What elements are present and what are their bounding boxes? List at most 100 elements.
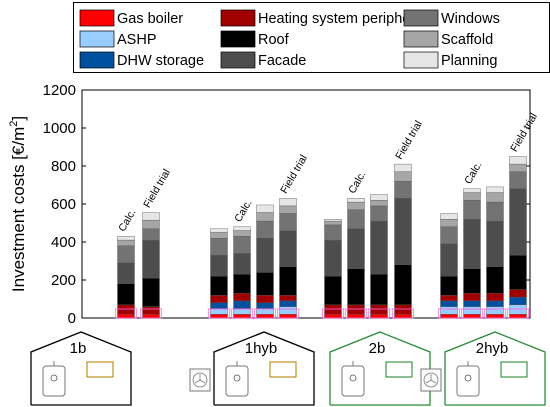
bar-segment-windows (347, 209, 365, 229)
bar-annotation: Field trial (393, 119, 425, 162)
legend-label-planning: Planning (441, 53, 497, 69)
bar-segment-ashp (440, 306, 458, 315)
house-2b: 2b (329, 331, 431, 406)
bar-segment-windows (394, 180, 412, 199)
boiler-flame-icon (233, 374, 241, 382)
boiler-flame-icon (50, 374, 58, 382)
bar-base-highlight (437, 308, 461, 319)
bar-segment-windows (370, 205, 388, 222)
ashp-blades-icon (194, 374, 206, 384)
bar-segment-dhw (279, 300, 297, 307)
house-outline (444, 331, 546, 406)
bar-segment-heating (486, 293, 504, 302)
legend-label-scaffold: Scaffold (441, 32, 493, 48)
bars (114, 156, 530, 319)
legend-label-heating: Heating system periphery (258, 11, 423, 27)
bar-segment-scaffold (256, 212, 274, 222)
house-outline (30, 331, 132, 406)
bar-segment-planning (256, 204, 274, 213)
bar-segment-planning (463, 188, 481, 193)
bar-segment-windows (210, 237, 228, 256)
bar-segment-scaffold (210, 232, 228, 239)
bar-base-highlight (230, 308, 254, 319)
bar-segment-dhw (509, 296, 527, 305)
bar-segment-scaffold (509, 163, 527, 172)
bar-segment-heating (463, 293, 481, 302)
group-label: 1b (70, 340, 87, 357)
window-icon (385, 361, 413, 378)
bar-segment-roof (210, 276, 228, 296)
house-2hyb: 2hyb (420, 331, 546, 406)
bar-segment-heating (142, 306, 160, 315)
bar-base-highlight (460, 308, 484, 319)
ashp-fan-icon (423, 372, 439, 388)
bar-segment-facade (463, 218, 481, 269)
bar-segment-roof (440, 276, 458, 296)
legend-label-windows: Windows (441, 11, 500, 27)
bar-segment-scaffold (394, 171, 412, 182)
legend-swatch-facade (220, 51, 256, 69)
boiler-flame-icon (464, 374, 472, 382)
bar-segment-facade (347, 228, 365, 269)
legend-swatch-heating (220, 9, 256, 27)
legend-label-dhw: DHW storage (117, 53, 204, 69)
bar-segment-facade (233, 253, 251, 275)
bar-segment-scaffold (324, 220, 342, 226)
legend-swatch-windows (403, 9, 439, 27)
house-1hyb: 1hyb (189, 331, 315, 406)
house-outline (329, 331, 431, 406)
bar-segment-scaffold (370, 199, 388, 207)
bar-segment-dhw (486, 300, 504, 307)
bar-segment-heating (233, 293, 251, 302)
bar-segment-windows (324, 224, 342, 241)
window-icon (269, 361, 297, 378)
bar-segment-scaffold (117, 239, 135, 247)
bar-segment-planning (210, 228, 228, 233)
group-label: 2hyb (476, 340, 509, 357)
bar-segment-windows (256, 220, 274, 239)
legend-label-facade: Facade (258, 53, 306, 69)
bar-segment-roof (279, 266, 297, 296)
bar-segment-facade (256, 237, 274, 273)
bar-annotation: Calc. (346, 169, 368, 196)
bar-segment-scaffold (279, 205, 297, 214)
bar-base-highlight (321, 308, 345, 319)
y-axis-label: Investment costs [€/m2] (8, 116, 28, 292)
bar-segment-roof (233, 274, 251, 294)
bar-segment-facade (324, 239, 342, 277)
bar-base-highlight (253, 308, 277, 319)
bar-segment-scaffold (233, 230, 251, 237)
bar-segment-scaffold (142, 219, 160, 229)
bar-base-highlight (483, 308, 507, 319)
bar-segment-ashp (486, 306, 504, 315)
bar-base-highlight (207, 308, 231, 319)
legend-swatch-planning (403, 51, 439, 69)
bar-segment-roof (117, 283, 135, 305)
bar-annotation: Calc. (116, 207, 138, 234)
bar-base-highlight (391, 308, 415, 319)
y-tick-label: 400 (51, 234, 76, 251)
bar-base-highlight (344, 308, 368, 319)
bar-segment-facade (394, 198, 412, 266)
bar-segment-planning (347, 198, 365, 203)
bar-segment-roof (142, 277, 160, 307)
bar-segment-facade (117, 262, 135, 284)
window-icon (86, 361, 114, 378)
bar-annotation: Field trial (141, 167, 173, 210)
bar-segment-dhw (463, 300, 481, 307)
bar-segment-facade (210, 255, 228, 277)
bar-base-highlight (367, 308, 391, 319)
legend-swatch-gas (79, 9, 115, 27)
legend-swatch-ashp (79, 30, 115, 48)
bar-segment-facade (142, 239, 160, 279)
bar-segment-roof (256, 272, 274, 296)
bar-segment-windows (233, 236, 251, 254)
bar-segment-dhw (233, 300, 251, 309)
bar-segment-dhw (210, 302, 228, 309)
legend-swatch-scaffold (403, 30, 439, 48)
bar-segment-ashp (463, 306, 481, 315)
y-tick-label: 0 (68, 310, 76, 327)
house-1b: 1b (30, 331, 132, 406)
axes: 0 200 400 600 800 1000 1200 Investment costs [€… (8, 82, 531, 327)
